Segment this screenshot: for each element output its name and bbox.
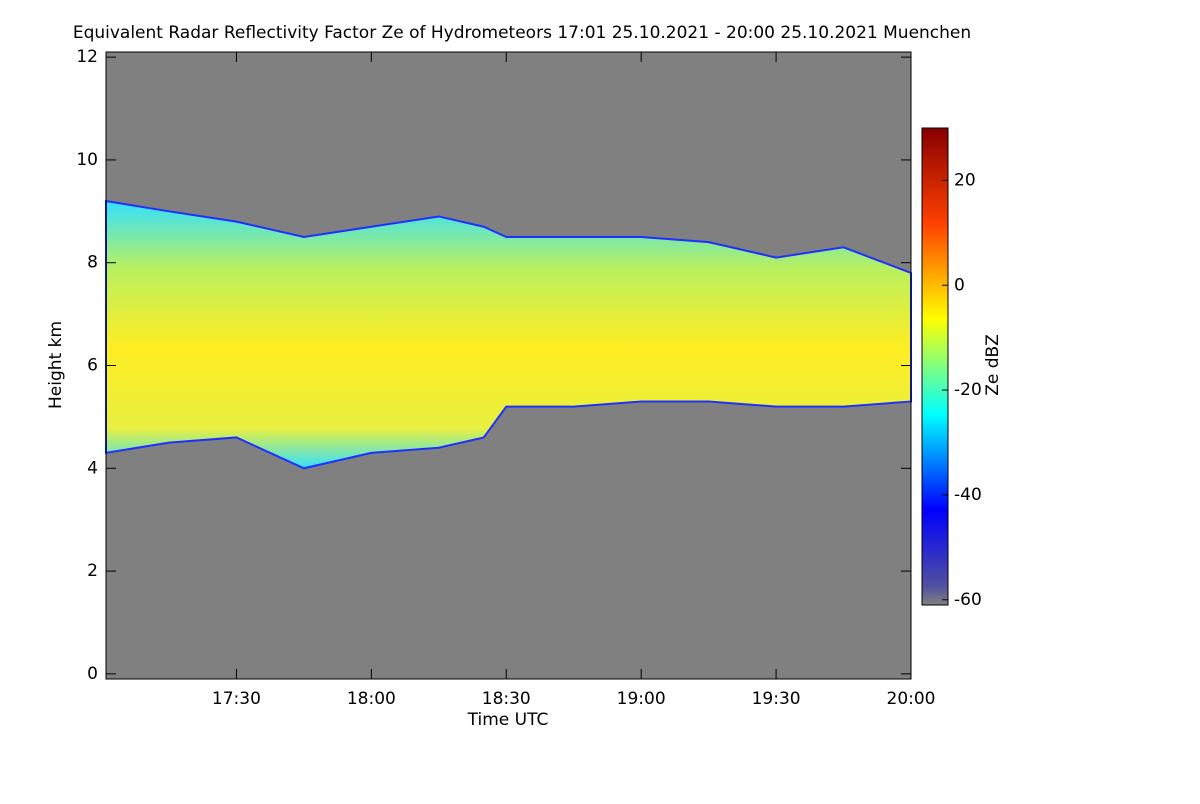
x-axis-label: Time UTC [467,710,549,730]
y-axis-label: Height km [46,321,66,409]
y-tick-label: 4 [87,458,98,478]
x-tick-label: 18:30 [482,689,531,709]
colorbar-tick-label: -60 [954,590,982,610]
x-tick-label: 20:00 [887,689,936,709]
x-tick-label: 19:30 [752,689,801,709]
y-tick-label: 12 [76,47,98,67]
y-tick-label: 0 [87,664,98,684]
colorbar-tick-label: -40 [954,485,982,505]
colorbar-tick-label: -20 [954,380,982,400]
y-tick-label: 10 [76,150,98,170]
colorbar-tick-label: 0 [954,275,965,295]
x-tick-label: 17:30 [212,689,261,709]
chart-title: Equivalent Radar Reflectivity Factor Ze … [73,23,971,43]
x-tick-label: 19:00 [617,689,666,709]
colorbar [921,127,949,606]
y-tick-label: 6 [87,356,98,376]
colorbar-label: Ze dBZ [983,334,1003,396]
y-tick-label: 8 [87,253,98,273]
colorbar-tick-label: 20 [954,170,976,190]
y-tick-label: 2 [87,561,98,581]
x-tick-label: 18:00 [347,689,396,709]
